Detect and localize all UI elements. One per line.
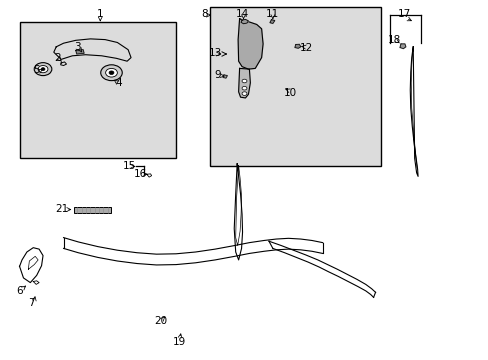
Polygon shape (269, 20, 274, 23)
Text: 14: 14 (235, 9, 249, 19)
Text: 8: 8 (201, 9, 207, 19)
Circle shape (242, 86, 246, 90)
Polygon shape (238, 19, 263, 69)
FancyBboxPatch shape (20, 22, 176, 158)
FancyBboxPatch shape (210, 7, 381, 166)
Bar (74, 207, 111, 213)
Text: 18: 18 (386, 35, 400, 45)
Circle shape (101, 65, 122, 81)
Text: 11: 11 (265, 9, 279, 19)
Text: 10: 10 (284, 88, 296, 98)
Polygon shape (76, 50, 84, 54)
Text: 13: 13 (208, 48, 222, 58)
Polygon shape (238, 68, 250, 98)
Text: 7: 7 (28, 298, 35, 308)
Text: 6: 6 (16, 286, 23, 296)
Polygon shape (223, 75, 227, 78)
Text: 21: 21 (55, 204, 68, 214)
Circle shape (34, 63, 52, 76)
Polygon shape (241, 19, 248, 24)
Circle shape (242, 79, 246, 83)
Text: 5: 5 (33, 65, 40, 75)
Text: 15: 15 (122, 161, 136, 171)
Text: 1: 1 (97, 9, 103, 19)
Polygon shape (294, 44, 300, 48)
Text: 17: 17 (397, 9, 411, 19)
Text: 9: 9 (214, 70, 221, 80)
Polygon shape (399, 44, 405, 49)
Circle shape (38, 66, 48, 73)
Text: 19: 19 (172, 337, 185, 347)
Text: 3: 3 (74, 42, 81, 52)
Text: 16: 16 (133, 168, 147, 179)
Circle shape (105, 68, 117, 77)
Text: 2: 2 (54, 53, 61, 63)
Circle shape (41, 68, 45, 71)
Circle shape (109, 71, 114, 75)
Text: 20: 20 (154, 316, 166, 326)
Text: 12: 12 (299, 42, 312, 53)
Circle shape (242, 92, 246, 95)
Text: 4: 4 (115, 78, 122, 88)
